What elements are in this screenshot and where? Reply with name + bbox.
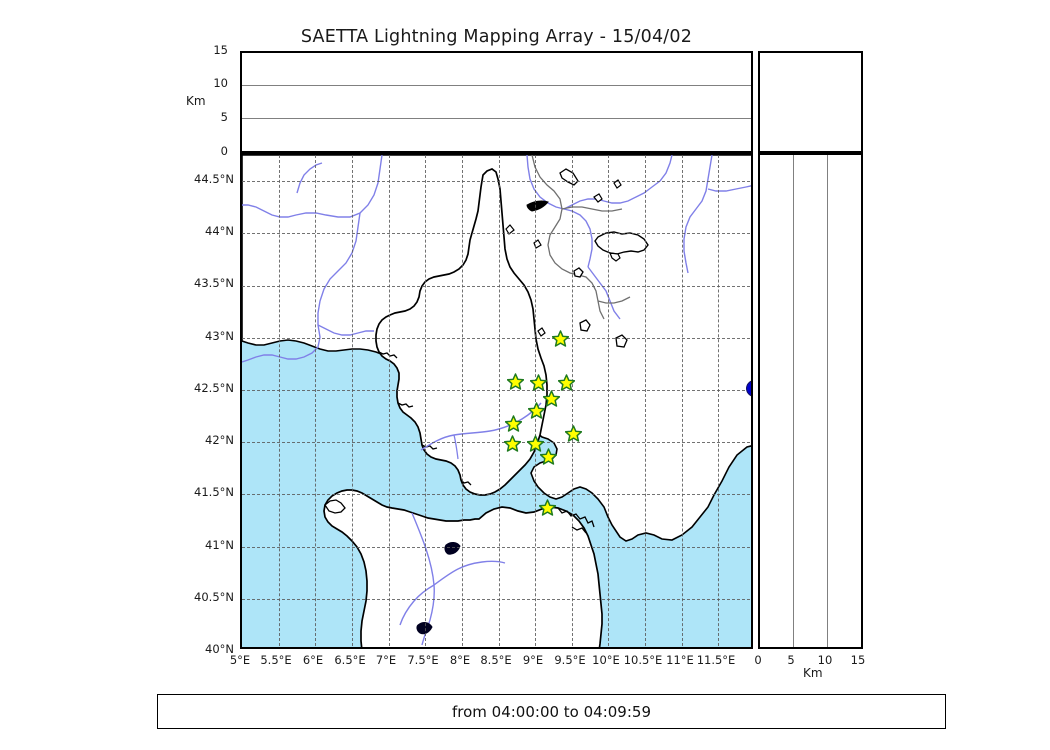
map-ytick-44: 44°N — [205, 224, 234, 238]
side-panel-gridline-10 — [826, 155, 828, 647]
side-panel-xtick-0: 0 — [754, 653, 762, 667]
map-geography — [242, 155, 751, 647]
lma-station-marker[interactable] — [542, 390, 560, 407]
map-gridline-lon-11.5 — [718, 155, 720, 647]
page-title: SAETTA Lightning Mapping Array - 15/04/0… — [300, 27, 693, 47]
map-gridline-lon-10 — [608, 155, 610, 647]
top-panel-ytick-5: 5 — [220, 110, 228, 124]
map-ytick-42: 42°N — [205, 433, 234, 447]
map-gridline-lon-5.5 — [278, 155, 280, 647]
lma-station-marker[interactable] — [552, 330, 570, 348]
map-xtick-9: 9°E — [522, 653, 544, 667]
map-xtick-11.5: 11.5°E — [696, 653, 736, 667]
top-panel-axis-label: Km — [186, 94, 206, 108]
map-xtick-11: 11°E — [666, 653, 694, 667]
map-ytick-40: 40°N — [205, 642, 234, 656]
map-gridline-lon-6 — [315, 155, 317, 647]
map-ytick-40.5: 40.5°N — [194, 590, 234, 604]
map-xtick-10.5: 10.5°E — [623, 653, 663, 667]
map-xtick-9.5: 9.5°E — [554, 653, 586, 667]
map-ytick-42.5: 42.5°N — [194, 381, 234, 395]
map-ytick-43.5: 43.5°N — [194, 276, 234, 290]
lma-station-marker[interactable] — [539, 448, 558, 466]
map-xtick-6.5: 6.5°E — [334, 653, 366, 667]
map-gridline-lat-42.5 — [242, 389, 751, 391]
map-gridline-lon-11 — [681, 155, 683, 647]
top-panel-gridline-5 — [242, 118, 751, 120]
side-panel-xtick-5: 5 — [787, 653, 795, 667]
time-range-text: from 04:00:00 to 04:09:59 — [451, 702, 651, 721]
map-gridline-lon-7 — [388, 155, 390, 647]
lma-station-marker[interactable] — [538, 499, 557, 517]
map-gridline-lat-43.5 — [242, 285, 751, 287]
map-xtick-8: 8°E — [449, 653, 471, 667]
map-xtick-5.5: 5.5°E — [260, 653, 292, 667]
map-gridline-lat-43 — [242, 337, 751, 339]
map-gridline-lat-40.5 — [242, 598, 751, 600]
map-gridline-lat-41.5 — [242, 494, 751, 496]
map-gridline-lon-8.5 — [498, 155, 500, 647]
map-ytick-41.5: 41.5°N — [194, 485, 234, 499]
top-panel-gridline-10 — [242, 85, 751, 87]
map-gridline-lat-44.5 — [242, 181, 751, 183]
lma-station-marker[interactable] — [530, 374, 548, 391]
map-xtick-5: 5°E — [229, 653, 251, 667]
map-ytick-43: 43°N — [205, 329, 234, 343]
map-gridline-lat-42 — [242, 442, 751, 444]
map-ytick-41: 41°N — [205, 538, 234, 552]
map-gridline-lon-6.5 — [351, 155, 353, 647]
side-panel-gridline-5 — [793, 155, 795, 647]
lma-station-marker[interactable] — [504, 415, 522, 432]
map-xtick-7.5: 7.5°E — [407, 653, 439, 667]
top-altitude-panel[interactable] — [240, 51, 753, 153]
side-altitude-panel[interactable] — [758, 153, 863, 649]
lma-station-marker[interactable] — [564, 425, 582, 443]
corner-panel — [758, 51, 863, 153]
lma-station-marker[interactable] — [557, 374, 576, 391]
map-panel[interactable] — [240, 153, 753, 649]
map-gridline-lon-10.5 — [645, 155, 647, 647]
map-xtick-6: 6°E — [302, 653, 324, 667]
map-ytick-44.5: 44.5°N — [194, 172, 234, 186]
map-xtick-10: 10°E — [592, 653, 620, 667]
top-panel-ytick-0: 0 — [220, 144, 228, 158]
map-gridline-lat-44 — [242, 233, 751, 235]
map-gridline-lat-41 — [242, 546, 751, 548]
map-gridline-lon-9 — [535, 155, 537, 647]
side-panel-xtick-15: 15 — [850, 653, 866, 667]
side-panel-xtick-10: 10 — [817, 653, 833, 667]
map-gridline-lon-8 — [461, 155, 463, 647]
top-panel-ytick-15: 15 — [213, 43, 228, 57]
lma-station-marker[interactable] — [503, 434, 522, 452]
map-gridline-lon-7.5 — [425, 155, 427, 647]
status-bar[interactable]: from 04:00:00 to 04:09:59 — [157, 694, 946, 729]
lma-station-marker[interactable] — [506, 373, 525, 390]
lma-station-marker[interactable] — [527, 402, 546, 420]
map-xtick-7: 7°E — [375, 653, 397, 667]
top-panel-ytick-10: 10 — [213, 76, 228, 90]
map-gridline-lon-9.5 — [571, 155, 573, 647]
side-panel-axis-label: Km — [803, 666, 823, 680]
lma-station-marker[interactable] — [526, 434, 544, 452]
map-xtick-8.5: 8.5°E — [480, 653, 512, 667]
